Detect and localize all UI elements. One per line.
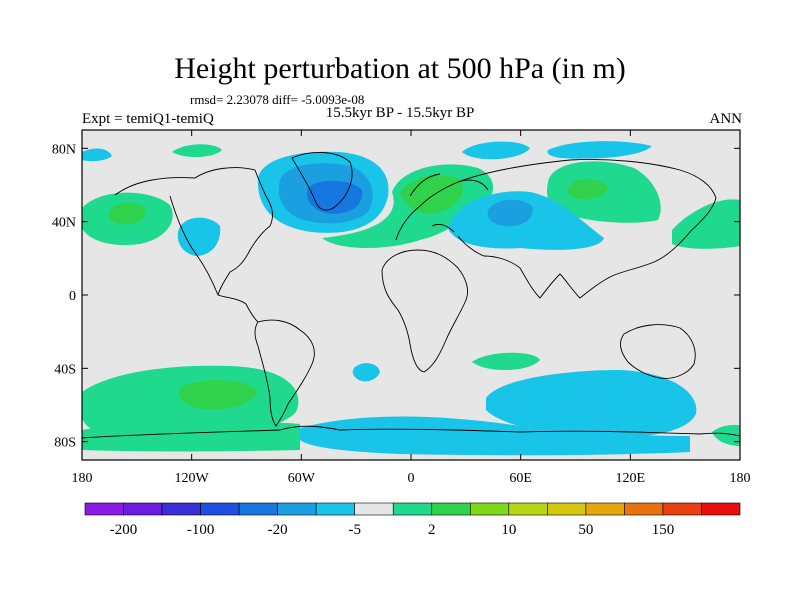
map-title: Height perturbation at 500 hPa (in m)	[174, 52, 626, 85]
coast-greenland	[291, 151, 353, 211]
season-label: ANN	[709, 111, 743, 127]
contour-neg-sea-of-okhotsk	[82, 148, 112, 162]
x-tick-label: 180	[730, 471, 751, 486]
colorbar-box	[624, 502, 664, 516]
colorbar-box	[277, 502, 317, 516]
coast-australia	[620, 324, 696, 379]
y-axis-ticks: 80N 40N 0 40S 80S	[52, 142, 740, 451]
y-tick-label: 80N	[52, 142, 76, 157]
contour-pos-south-atlantic	[472, 352, 540, 371]
colorbar-label: 150	[652, 522, 675, 538]
experiment-label: Expt = temiQ1-temiQ	[82, 111, 214, 127]
contour-neg-south-atlantic-small	[352, 363, 380, 382]
colorbar-box	[315, 502, 356, 516]
x-tick-label: 60W	[288, 471, 316, 486]
coastlines	[82, 151, 740, 439]
colorbar-boxes	[84, 502, 741, 516]
contour-neg-antarctic	[300, 416, 690, 456]
coast-south-america	[254, 319, 315, 427]
contour-neg-arctic-atlantic	[462, 141, 530, 160]
rmsd-stats: rmsd= 2.23078 diff= -5.0093e-08	[190, 92, 365, 107]
x-tick-label: 180	[72, 471, 93, 486]
coast-europe	[395, 173, 489, 241]
colorbar-box	[238, 502, 278, 516]
colorbar-labels: -200 -100 -20 -5 2 10 50 150	[110, 522, 674, 538]
colorbar-box	[469, 502, 510, 516]
contour-neg-arctic-east	[547, 141, 652, 159]
colorbar-box	[585, 502, 625, 516]
contour-fields	[82, 141, 740, 456]
colorbar-label: -200	[110, 522, 138, 538]
colorbar-label: 10	[501, 522, 516, 538]
contour-pos-arctic	[172, 144, 222, 158]
colorbar-label: 2	[428, 522, 436, 538]
x-tick-label: 60E	[509, 471, 532, 486]
x-tick-label: 120E	[616, 471, 646, 486]
colorbar-label: -20	[268, 522, 288, 538]
colorbar-box	[123, 502, 163, 516]
colorbar-box	[701, 502, 741, 516]
colorbar-box	[547, 502, 587, 516]
contour-pos-pacific-west	[672, 199, 740, 249]
contour-pos-pacific-east-core	[108, 202, 146, 225]
contour-neg-north-pacific	[177, 217, 221, 256]
y-tick-label: 40N	[52, 216, 76, 231]
contour-neg-asia-core	[487, 199, 533, 227]
colorbar-box	[392, 502, 433, 516]
contour-pos-europe-core	[400, 175, 463, 214]
x-axis-ticks: 180 120W 60W 0 60E 120E 180	[72, 130, 751, 486]
contour-pos-south-pacific-core	[178, 380, 258, 410]
contour-pos-siberia-core	[567, 179, 608, 200]
x-tick-label: 120W	[175, 471, 210, 486]
coast-asia	[457, 159, 717, 299]
period-label: 15.5kyr BP - 15.5kyr BP	[325, 105, 475, 121]
colorbar-box	[431, 502, 471, 516]
y-tick-label: 80S	[54, 436, 76, 451]
x-tick-label: 0	[408, 471, 415, 486]
colorbar-box	[200, 502, 240, 516]
contour-neg-southern-indian	[486, 370, 697, 438]
contour-pos-antarctic-west	[82, 420, 300, 452]
coast-north-america	[114, 167, 273, 323]
colorbar-label: 50	[578, 522, 593, 538]
colorbar-box	[161, 502, 201, 516]
coast-antarctica	[82, 425, 740, 439]
y-tick-label: 0	[69, 289, 76, 304]
colorbar-box	[662, 502, 702, 516]
y-tick-label: 40S	[54, 362, 76, 377]
colorbar-label: -5	[348, 522, 361, 538]
colorbar-box	[354, 502, 394, 516]
colorbar-label: -100	[187, 522, 215, 538]
coast-africa	[381, 249, 469, 373]
contour-pos-antarctic-east	[712, 424, 740, 446]
colorbar-box	[84, 502, 124, 516]
colorbar-box	[508, 502, 548, 516]
